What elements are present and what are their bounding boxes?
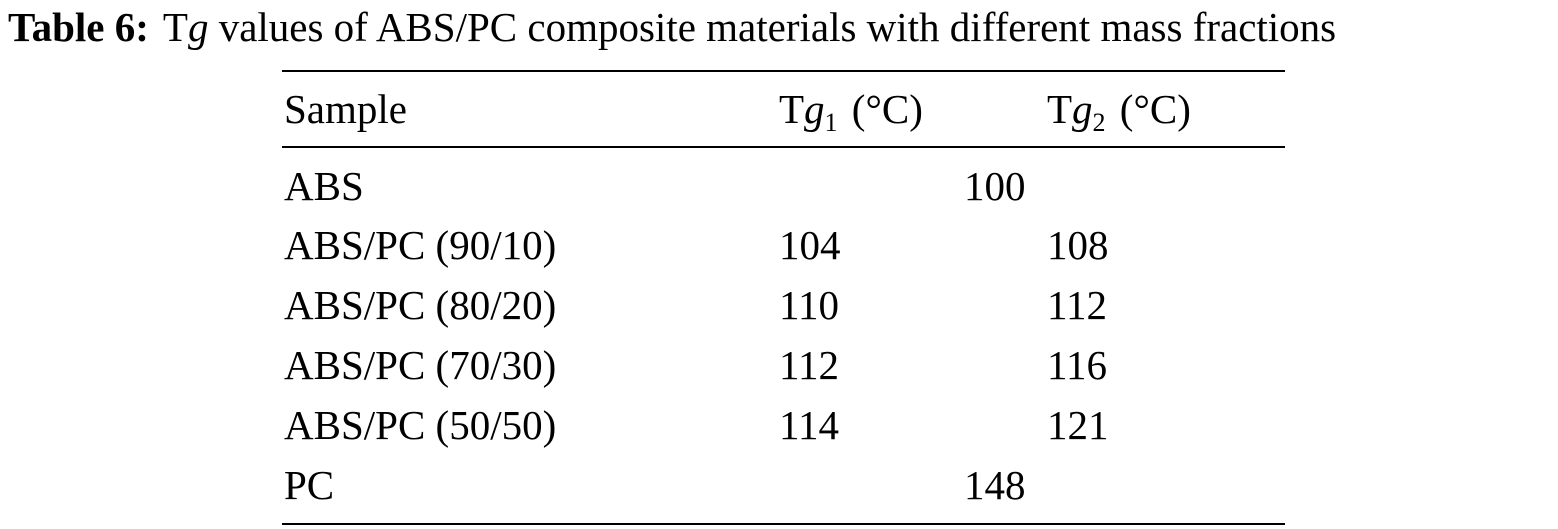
table-row-sample: ABS/PC (80/20)	[284, 282, 557, 328]
header-tg1-prefix: T	[779, 86, 805, 132]
caption-text-italic: g	[187, 4, 209, 50]
table-row-sample: PC	[284, 462, 335, 508]
table-bottom-rule	[282, 523, 1285, 525]
header-tg1: Tg1 (°C)	[779, 84, 923, 140]
header-tg1-italic: g	[804, 86, 825, 132]
table-header-rule	[282, 146, 1285, 148]
table-row-tg1: 104	[779, 222, 841, 268]
table-row-tg2: 108	[1047, 222, 1109, 268]
caption-text-prefix: T	[162, 4, 188, 50]
caption-text-suffix: values of ABS/PC composite materials wit…	[208, 4, 1337, 50]
table-row-sample: ABS	[284, 163, 364, 209]
caption-label: Table 6:	[8, 4, 149, 50]
header-tg1-subscript: 1	[824, 108, 838, 137]
table-row-tg1: 110	[779, 282, 839, 328]
header-tg1-unit: (°C)	[851, 86, 923, 132]
table-row-merged-value: 148	[964, 462, 1026, 508]
header-tg2: Tg2 (°C)	[1047, 84, 1191, 140]
table-row-sample: ABS/PC (70/30)	[284, 342, 557, 388]
header-sample: Sample	[284, 86, 407, 132]
table-row-tg1: 114	[779, 402, 839, 448]
table-row-tg2: 116	[1047, 342, 1107, 388]
table-caption: Table 6: Tg values of ABS/PC composite ma…	[8, 2, 1558, 52]
header-tg2-italic: g	[1072, 86, 1093, 132]
table-row-tg1: 112	[779, 342, 839, 388]
table-row-tg2: 112	[1047, 282, 1107, 328]
table-row-tg2: 121	[1047, 402, 1109, 448]
table-row-sample: ABS/PC (90/10)	[284, 222, 557, 268]
table-row-sample: ABS/PC (50/50)	[284, 402, 557, 448]
table-top-rule	[282, 70, 1285, 72]
table-row-merged-value: 100	[964, 163, 1026, 209]
header-tg2-unit: (°C)	[1119, 86, 1191, 132]
header-tg2-subscript: 2	[1092, 108, 1106, 137]
header-tg2-prefix: T	[1047, 86, 1073, 132]
